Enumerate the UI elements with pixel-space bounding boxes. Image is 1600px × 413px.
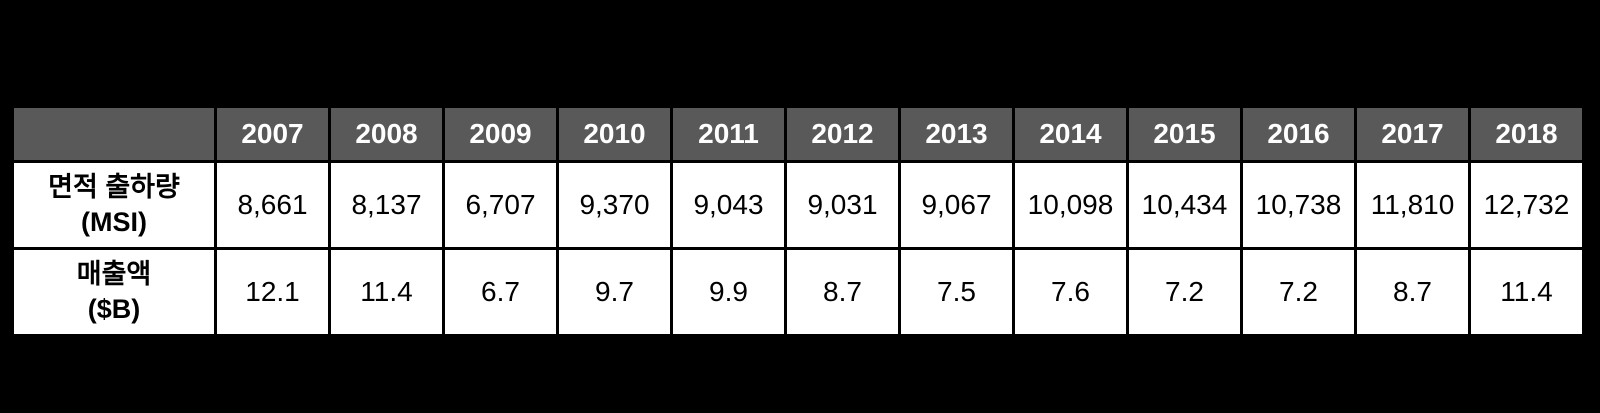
cell-revenue-2007: 12.1 bbox=[214, 247, 331, 337]
cell-revenue-2010: 9.7 bbox=[556, 247, 673, 337]
year-header-2012: 2012 bbox=[784, 105, 901, 163]
cell-shipments-2017: 11,810 bbox=[1354, 160, 1471, 250]
year-header-2015: 2015 bbox=[1126, 105, 1243, 163]
table-header-row: 2007 2008 2009 2010 2011 2012 2013 2014 … bbox=[11, 105, 1585, 163]
year-header-2010: 2010 bbox=[556, 105, 673, 163]
cell-shipments-2018: 12,732 bbox=[1468, 160, 1585, 250]
year-header-2013: 2013 bbox=[898, 105, 1015, 163]
cell-revenue-2013: 7.5 bbox=[898, 247, 1015, 337]
table-row-area-shipments: 면적 출하량 (MSI) 8,661 8,137 6,707 9,370 9,0… bbox=[11, 160, 1585, 250]
corner-cell bbox=[11, 105, 217, 163]
cell-shipments-2013: 9,067 bbox=[898, 160, 1015, 250]
year-header-2018: 2018 bbox=[1468, 105, 1585, 163]
row-label-unit: (MSI) bbox=[81, 207, 147, 237]
cell-shipments-2012: 9,031 bbox=[784, 160, 901, 250]
row-label-area-shipments: 면적 출하량 (MSI) bbox=[11, 160, 217, 250]
row-label-revenue: 매출액 ($B) bbox=[11, 247, 217, 337]
year-header-2008: 2008 bbox=[328, 105, 445, 163]
cell-shipments-2008: 8,137 bbox=[328, 160, 445, 250]
table-row-revenue: 매출액 ($B) 12.1 11.4 6.7 9.7 9.9 8.7 7.5 7… bbox=[11, 247, 1585, 337]
data-table: 2007 2008 2009 2010 2011 2012 2013 2014 … bbox=[11, 105, 1585, 337]
cell-shipments-2015: 10,434 bbox=[1126, 160, 1243, 250]
cell-shipments-2007: 8,661 bbox=[214, 160, 331, 250]
cell-shipments-2009: 6,707 bbox=[442, 160, 559, 250]
table-container: 2007 2008 2009 2010 2011 2012 2013 2014 … bbox=[11, 105, 1585, 337]
cell-revenue-2008: 11.4 bbox=[328, 247, 445, 337]
year-header-2014: 2014 bbox=[1012, 105, 1129, 163]
year-header-2017: 2017 bbox=[1354, 105, 1471, 163]
cell-shipments-2016: 10,738 bbox=[1240, 160, 1357, 250]
cell-shipments-2014: 10,098 bbox=[1012, 160, 1129, 250]
year-header-2007: 2007 bbox=[214, 105, 331, 163]
cell-shipments-2010: 9,370 bbox=[556, 160, 673, 250]
cell-revenue-2015: 7.2 bbox=[1126, 247, 1243, 337]
cell-revenue-2018: 11.4 bbox=[1468, 247, 1585, 337]
cell-revenue-2014: 7.6 bbox=[1012, 247, 1129, 337]
year-header-2016: 2016 bbox=[1240, 105, 1357, 163]
cell-revenue-2016: 7.2 bbox=[1240, 247, 1357, 337]
cell-revenue-2011: 9.9 bbox=[670, 247, 787, 337]
row-label-text: 면적 출하량 bbox=[48, 171, 180, 202]
row-label-text: 매출액 bbox=[76, 258, 152, 289]
year-header-2011: 2011 bbox=[670, 105, 787, 163]
row-label-unit: ($B) bbox=[87, 294, 141, 324]
cell-revenue-2009: 6.7 bbox=[442, 247, 559, 337]
year-header-2009: 2009 bbox=[442, 105, 559, 163]
cell-shipments-2011: 9,043 bbox=[670, 160, 787, 250]
cell-revenue-2017: 8.7 bbox=[1354, 247, 1471, 337]
cell-revenue-2012: 8.7 bbox=[784, 247, 901, 337]
